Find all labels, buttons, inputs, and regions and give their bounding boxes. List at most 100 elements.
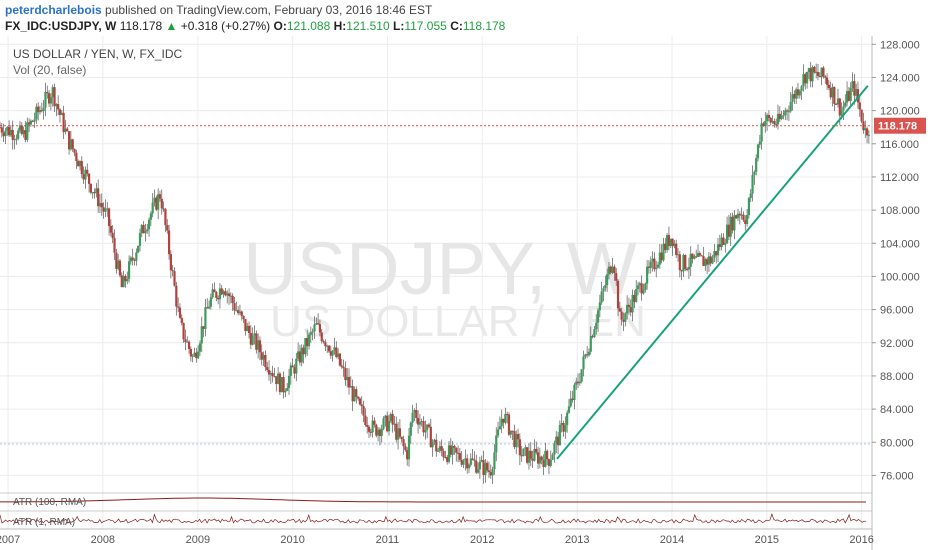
candle-body — [146, 229, 149, 232]
time-axis[interactable]: 2007 2008 2009 2010 2011 2012 2013 2014 2015 2016 — [0, 528, 874, 546]
candle-body — [606, 274, 609, 286]
candle-body — [711, 257, 714, 264]
candle-body — [840, 110, 843, 116]
candle-body — [78, 161, 82, 167]
candle-body — [362, 406, 365, 416]
candle-body — [64, 128, 67, 133]
candle-body — [255, 333, 258, 350]
candle-body — [464, 458, 467, 461]
candle-body — [151, 202, 154, 214]
candle-body — [469, 458, 472, 465]
candle-body — [442, 450, 445, 457]
candle-body — [547, 459, 551, 466]
close-value: 118.178 — [462, 19, 506, 33]
candle-body — [471, 458, 474, 460]
candle-body — [277, 373, 280, 385]
candle-body — [858, 102, 861, 110]
candle-body — [126, 278, 129, 282]
candle-body — [540, 456, 543, 461]
candle-body — [662, 243, 665, 261]
candle-body — [429, 426, 432, 448]
candle-body — [546, 450, 549, 460]
candle-body — [140, 225, 143, 234]
candle-body — [338, 353, 342, 366]
candle-body — [864, 128, 867, 131]
candle-body — [440, 446, 443, 451]
price-change: +0.318 (+0.27%) — [180, 19, 271, 33]
candle-body — [80, 161, 83, 175]
candle-body — [82, 174, 85, 180]
candle-body — [20, 125, 23, 135]
price-tick-label: 84.000 — [880, 404, 914, 416]
price-tick-label: 116.000 — [880, 139, 919, 151]
candle-body — [37, 106, 40, 113]
candle-body — [173, 271, 176, 286]
candle-body — [698, 253, 701, 256]
candle-body — [431, 442, 434, 448]
author-link[interactable]: peterdcharlebois — [5, 3, 102, 17]
candle-body — [249, 333, 252, 345]
candle-body — [715, 251, 718, 256]
candle-body — [436, 450, 440, 452]
candle-body — [262, 354, 265, 360]
candle-body — [186, 341, 189, 343]
candle-body — [780, 115, 783, 120]
candle-body — [175, 285, 178, 307]
candle-body — [618, 308, 621, 312]
candle-body — [91, 192, 94, 194]
candle-body — [69, 139, 72, 150]
price-chart[interactable]: USDJPY, W US DOLLAR / YEN ATR (100, RMA)… — [0, 36, 932, 550]
candle-body — [115, 252, 118, 269]
candle-body — [686, 269, 689, 271]
candle-body — [649, 261, 652, 268]
candle-body — [800, 86, 803, 91]
price-axis[interactable]: 128.000 124.000 120.000 116.000 112.000 108.0… — [871, 36, 932, 550]
price-tick-label: 88.000 — [880, 371, 914, 383]
candle-body — [313, 324, 316, 332]
candle-body — [118, 260, 122, 276]
candle-body — [515, 434, 518, 448]
candle-body — [84, 169, 87, 180]
candle-body — [451, 445, 454, 455]
candle-body — [293, 367, 296, 374]
candle-body — [589, 336, 592, 352]
candle-body — [695, 256, 698, 258]
candle-body — [153, 197, 156, 203]
candle-body — [307, 334, 311, 347]
candle-body — [306, 338, 309, 347]
candle-body — [807, 68, 810, 72]
candle-body — [206, 307, 209, 309]
candle-body — [631, 294, 634, 313]
candle-body — [444, 456, 447, 458]
candle-body — [15, 138, 18, 140]
candle-body — [640, 283, 643, 294]
candle-body — [93, 192, 96, 194]
candle-body — [580, 369, 583, 382]
trendline[interactable] — [556, 85, 869, 460]
candle-body — [573, 384, 576, 401]
time-tick-label: 2009 — [186, 534, 210, 546]
candle-body — [337, 353, 340, 357]
candle-body — [104, 208, 107, 212]
candle-body — [9, 129, 13, 136]
candle-body — [571, 398, 574, 401]
candle-body — [526, 447, 529, 463]
candle-body — [691, 253, 694, 259]
candle-body — [491, 469, 494, 476]
candle-body — [117, 260, 120, 269]
candle-body — [222, 291, 225, 295]
candle-body — [771, 121, 774, 123]
candle-body — [747, 198, 751, 216]
candle-body — [767, 114, 771, 118]
candle-body — [575, 381, 578, 385]
candle-body — [529, 450, 532, 459]
candle-body — [633, 294, 636, 302]
candle-body — [298, 351, 302, 363]
candle-body — [155, 197, 158, 210]
candle-body — [460, 459, 463, 465]
candle-body — [644, 283, 647, 290]
candle-body — [66, 128, 69, 132]
symbol-label[interactable]: FX_IDC:USDJPY, W — [5, 19, 117, 33]
candle-body — [71, 139, 74, 150]
candle-body — [218, 288, 222, 300]
